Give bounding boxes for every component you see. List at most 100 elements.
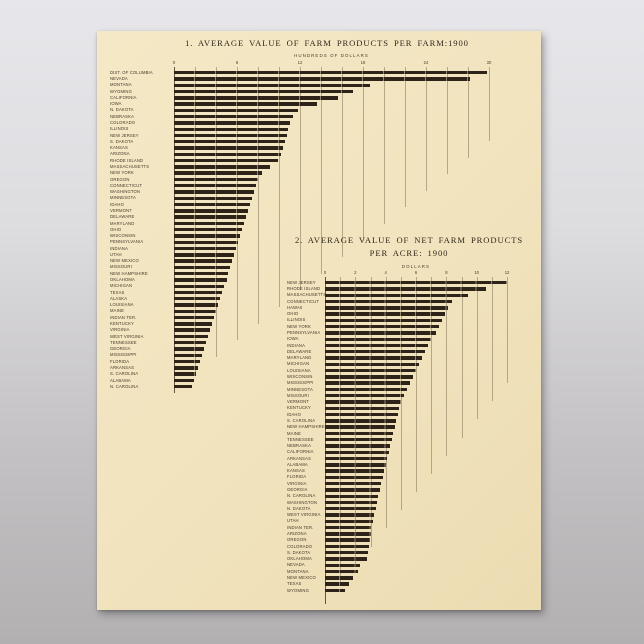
bar [325, 337, 432, 341]
bar [174, 328, 210, 332]
gridline [279, 67, 280, 307]
bar-label: ARKANSAS [110, 364, 135, 370]
bar [174, 146, 284, 150]
bar-label: PENNSYLVANIA [287, 330, 321, 336]
bar [174, 385, 192, 389]
tick-label: 30 [486, 60, 492, 65]
bar-label: MAINE [110, 308, 125, 314]
bar-label: IDAHO [110, 201, 125, 207]
bar-label: KENTUCKY [287, 405, 312, 411]
bar [325, 525, 372, 530]
bar-label: OREGON [110, 176, 130, 182]
bar [325, 299, 453, 304]
bar-label: NEVADA [110, 76, 128, 82]
bar [174, 259, 232, 263]
bar-label: NEW YORK [110, 170, 134, 176]
tick-label: 12 [297, 60, 303, 65]
bar-label: ILLINOIS [110, 126, 129, 132]
bar-label: MISSOURI [110, 264, 132, 270]
bar [174, 297, 221, 301]
bar [174, 190, 254, 194]
bar [174, 209, 248, 213]
gridline [258, 67, 259, 324]
bar [174, 108, 298, 113]
bar [325, 481, 382, 486]
gridline [431, 277, 433, 474]
bar [325, 551, 369, 555]
gridline [507, 277, 509, 383]
bar [174, 366, 199, 370]
bar-label: PENNSYLVANIA [110, 239, 144, 245]
bar-label: NEVADA [287, 562, 305, 568]
bar [174, 378, 194, 383]
bar [174, 253, 234, 257]
chart2-title-line2: PER ACRE: 1900 [369, 248, 449, 258]
gridline [384, 67, 385, 224]
bar-label: CALIFORNIA [287, 449, 314, 455]
bar [174, 240, 239, 244]
tick-label: 6 [414, 270, 418, 275]
bar-label: TEXAS [287, 581, 302, 587]
gridline [340, 277, 342, 583]
bar-label: INDIANA [287, 342, 306, 348]
bar [325, 331, 436, 335]
bar [325, 400, 401, 404]
bar [174, 77, 471, 81]
bar-label: S. DAKOTA [287, 549, 311, 555]
bar [325, 293, 468, 297]
bar [174, 246, 236, 251]
gridline [468, 67, 469, 158]
chart1-axis-unit-label: HUNDREDS OF DOLLARS [294, 53, 369, 58]
bar [325, 412, 398, 417]
bar-label: NEW MEXICO [287, 574, 316, 580]
bar [325, 381, 410, 385]
bar [325, 507, 376, 511]
bar-label: HAWAII [287, 304, 303, 310]
bar [174, 359, 201, 364]
bar [174, 89, 353, 94]
bar-label: NEBRASKA [110, 113, 135, 119]
bar-label: UTAH [287, 518, 299, 524]
bar [325, 375, 413, 379]
bar-label: IDAHO [287, 411, 302, 417]
bar-label: ARKANSAS [287, 455, 312, 461]
bar [174, 228, 243, 232]
bar-label: S. DAKOTA [110, 138, 134, 144]
bar [174, 158, 278, 163]
bar-label: MONTANA [110, 82, 132, 88]
bar [325, 306, 448, 310]
bar-label: WYOMING [287, 587, 309, 593]
bar [325, 569, 359, 574]
bar [174, 152, 282, 157]
gridline [416, 277, 418, 492]
bar [325, 469, 385, 473]
gridline [342, 67, 343, 258]
bar [325, 368, 417, 373]
gridline [446, 277, 448, 456]
bar-label: MASSACHUSETTS [287, 292, 327, 298]
bar [174, 303, 219, 307]
bar-label: ARIZONA [287, 531, 307, 536]
bar-label: WEST VIRGINIA [110, 333, 144, 339]
tick-label: 10 [474, 270, 480, 275]
bar [325, 387, 407, 392]
bar [325, 324, 439, 329]
bar [174, 127, 289, 131]
bar-label: RHODE ISLAND [287, 286, 321, 292]
bar-label: MISSISSIPPI [110, 352, 137, 358]
gridline [491, 277, 493, 402]
bar-label: VIRGINIA [287, 480, 307, 486]
bar [325, 394, 404, 398]
bar-label: WISCONSIN [287, 374, 313, 379]
tick-label: 8 [445, 270, 448, 275]
bar [325, 356, 423, 360]
bar-label: OHIO [110, 226, 122, 232]
bar [325, 425, 395, 429]
bar [174, 184, 256, 188]
bar [174, 309, 216, 314]
bar-label: GEORGIA [110, 346, 131, 352]
bar-label: MARYLAND [110, 220, 135, 226]
bar [325, 588, 345, 593]
bar [174, 83, 371, 87]
bar-label: IOWA [110, 101, 122, 107]
